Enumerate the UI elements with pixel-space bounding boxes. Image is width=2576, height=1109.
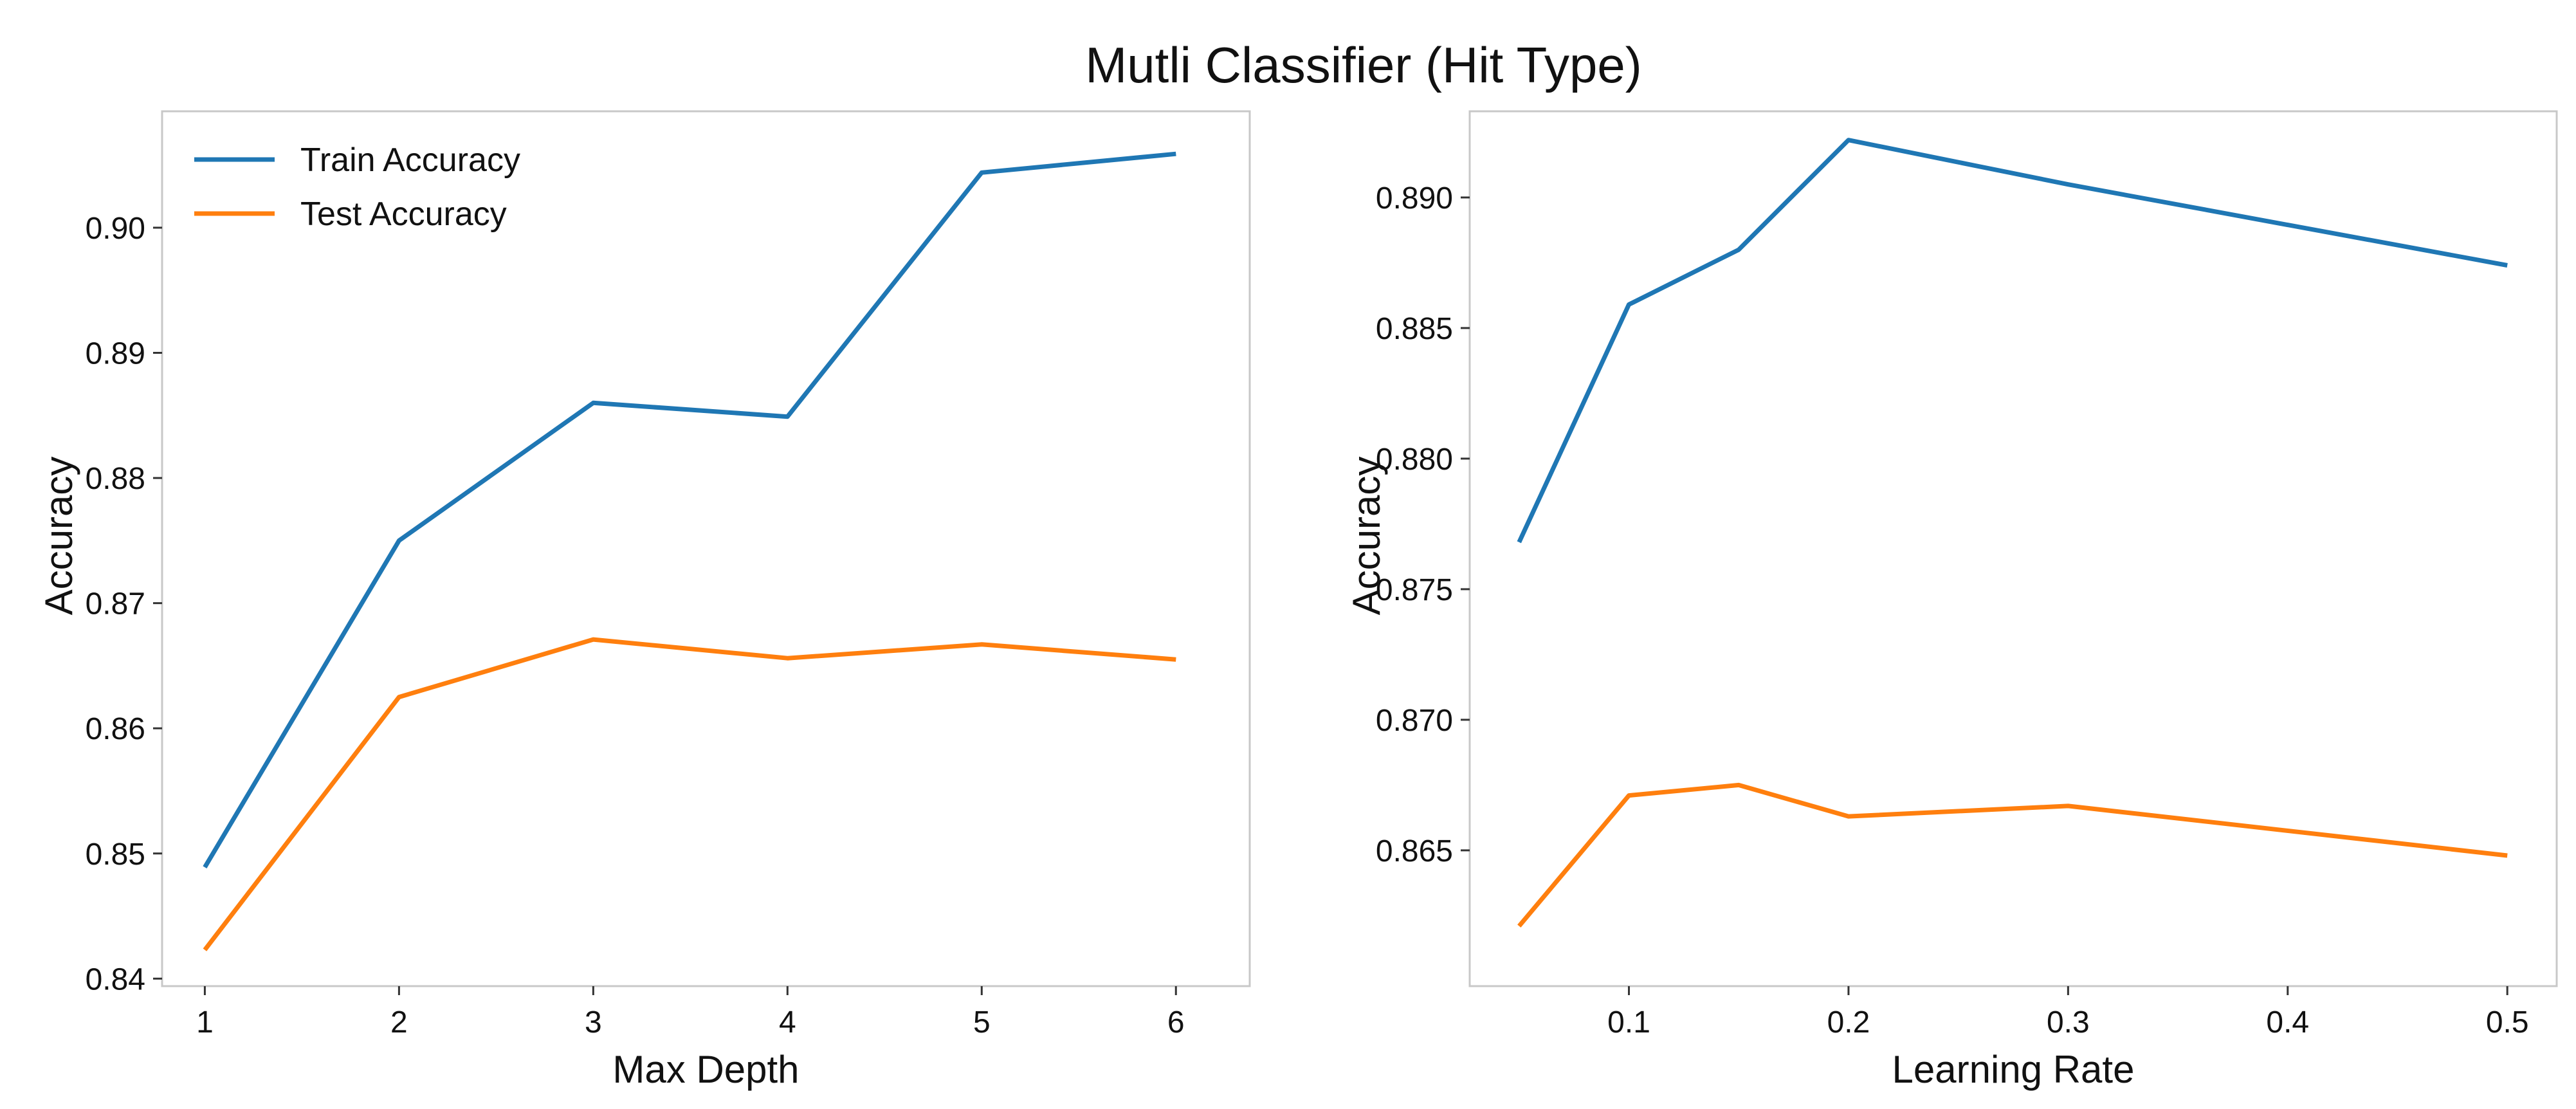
y-tick-label: 0.84	[86, 962, 145, 996]
series-line-train-accuracy	[1517, 138, 2508, 544]
y-tick-label: 0.870	[1376, 704, 1453, 738]
x-tick-label: 0.5	[2486, 1005, 2529, 1040]
y-tick-label: 0.86	[86, 712, 145, 746]
x-tick-label: 2	[390, 1005, 408, 1040]
chart-learning-rate: 0.865 0.870 0.875 0.880 0.885 0.890 0.1 0.2 0.3 0…	[1345, 110, 2558, 1091]
x-axis-label: Max Depth	[612, 1048, 799, 1091]
y-tick-label: 0.865	[1376, 834, 1453, 868]
chart-max-depth: 0.84 0.85 0.86 0.87 0.88 0.89 0.90 1 2 3 4 5 6 Max De…	[37, 110, 1251, 1091]
series-line-train-accuracy	[203, 151, 1176, 868]
x-tick-label: 0.3	[2047, 1005, 2090, 1040]
y-axis-label: Accuracy	[1345, 457, 1388, 616]
x-tick-label: 4	[779, 1005, 796, 1040]
figure-title: Mutli Classifier (Hit Type)	[1085, 37, 1641, 93]
y-tick-label: 0.90	[86, 212, 145, 246]
y-tick-label: 0.885	[1376, 312, 1453, 346]
y-tick-label: 0.85	[86, 838, 145, 872]
x-axis-label: Learning Rate	[1892, 1048, 2135, 1091]
x-tick-label: 0.4	[2266, 1005, 2309, 1040]
legend-label: Test Accuracy	[300, 196, 507, 233]
x-tick-label: 6	[1167, 1005, 1185, 1040]
legend-label: Train Accuracy	[300, 142, 520, 179]
plot-frame	[1468, 110, 2558, 987]
y-axis-label: Accuracy	[37, 457, 80, 616]
y-tick-label: 0.88	[86, 462, 145, 496]
legend: Train Accuracy Test Accuracy	[194, 142, 520, 233]
x-tick-label: 0.2	[1827, 1005, 1870, 1040]
x-tick-label: 5	[973, 1005, 991, 1040]
y-tick-label: 0.880	[1376, 443, 1453, 477]
x-tick-label: 3	[585, 1005, 602, 1040]
x-tick-label: 0.1	[1607, 1005, 1650, 1040]
y-tick-label: 0.890	[1376, 181, 1453, 215]
y-tick-label: 0.87	[86, 587, 145, 621]
series-line-test-accuracy	[203, 637, 1176, 951]
y-tick-label: 0.875	[1376, 573, 1453, 607]
x-tick-label: 1	[196, 1005, 214, 1040]
series-line-test-accuracy	[1517, 782, 2508, 928]
plot-frame	[161, 110, 1251, 987]
y-tick-label: 0.89	[86, 337, 145, 371]
